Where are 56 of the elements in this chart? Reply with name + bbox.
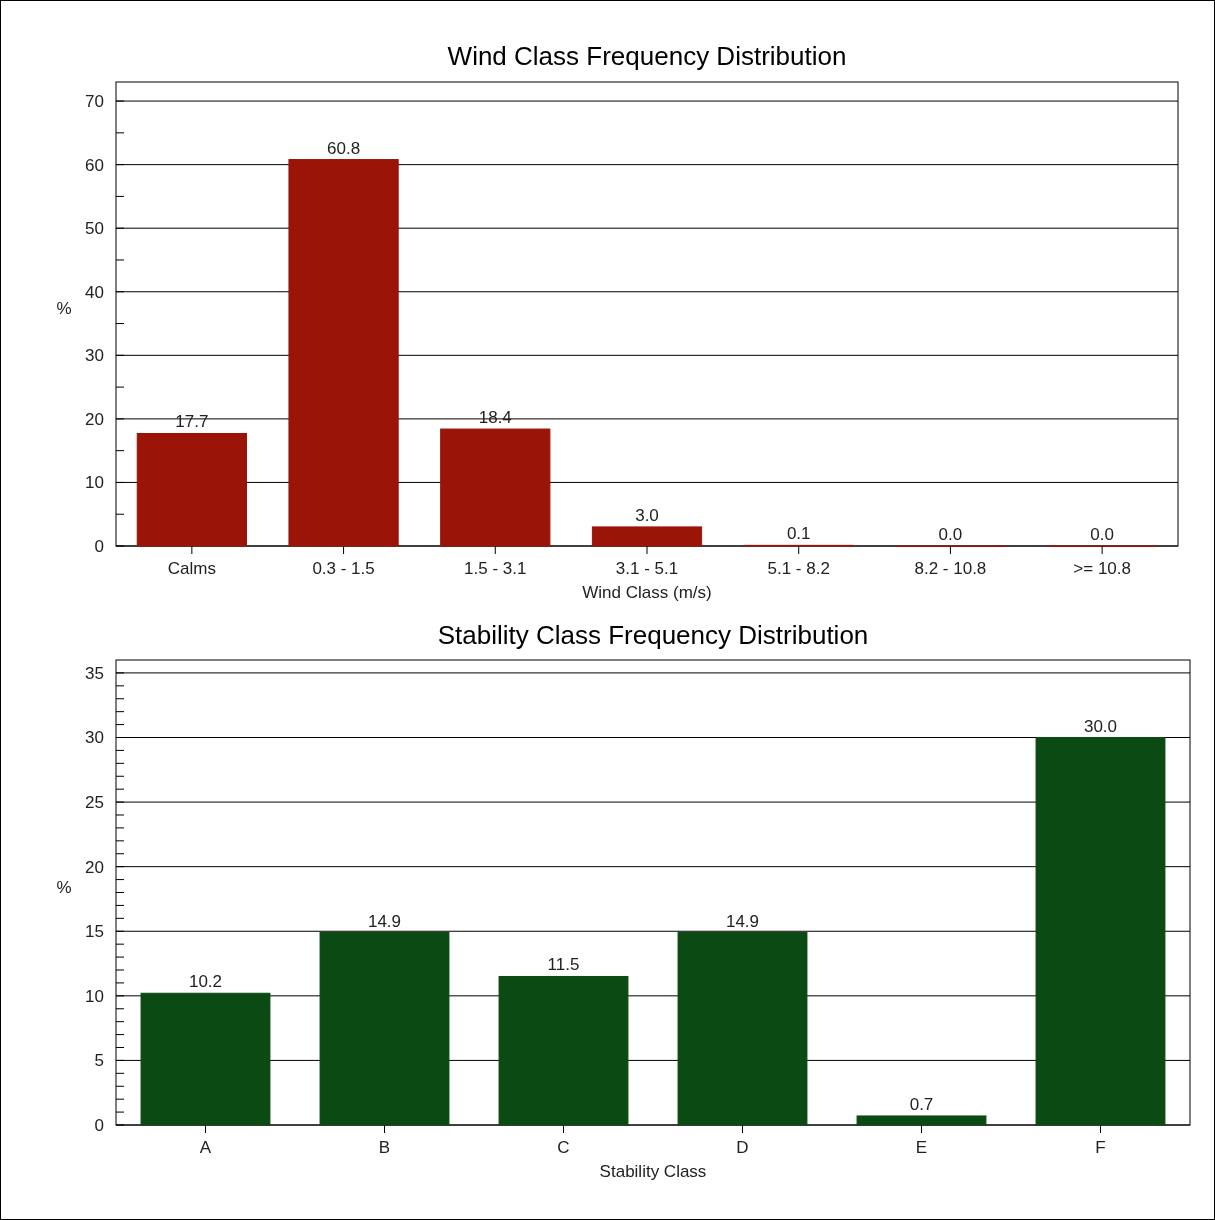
- bar: [498, 975, 629, 1126]
- x-tick-label: D: [736, 1138, 749, 1157]
- chart-title: Wind Class Frequency Distribution: [447, 41, 847, 71]
- y-axis-title: %: [56, 299, 72, 318]
- y-tick-label: 70: [85, 92, 104, 112]
- bar: [440, 428, 551, 547]
- x-axis-title: Stability Class: [599, 1162, 707, 1181]
- x-tick-label: 3.1 - 5.1: [615, 559, 679, 578]
- data-label: 10.2: [188, 972, 223, 992]
- data-label: 30.0: [1083, 716, 1118, 736]
- x-tick-label: 0.3 - 1.5: [312, 559, 375, 578]
- x-tick-label: A: [199, 1138, 212, 1157]
- bar: [136, 433, 247, 547]
- bar: [288, 159, 399, 547]
- bar: [1035, 737, 1166, 1126]
- y-tick-label: 30: [85, 728, 104, 748]
- bar: [140, 992, 271, 1126]
- y-tick-label: 60: [85, 155, 104, 175]
- x-axis-title: Wind Class (m/s): [582, 583, 712, 602]
- y-tick-label: 40: [85, 282, 104, 302]
- y-tick-label: 10: [85, 986, 104, 1006]
- y-tick-label: 0: [94, 536, 104, 556]
- chart-title: Stability Class Frequency Distribution: [437, 620, 869, 650]
- data-label: 14.9: [367, 911, 402, 931]
- data-label: 60.8: [327, 138, 361, 158]
- data-label: 11.5: [547, 955, 580, 975]
- x-tick-label: 1.5 - 3.1: [464, 559, 527, 578]
- data-label: 0.0: [1090, 525, 1114, 544]
- bar: [319, 932, 450, 1126]
- x-tick-label: B: [378, 1138, 391, 1157]
- y-tick-label: 20: [85, 409, 104, 429]
- x-tick-label: C: [557, 1138, 570, 1157]
- bar: [677, 932, 808, 1126]
- y-tick-label: 0: [94, 1115, 104, 1135]
- x-tick-label: 8.2 - 10.8: [914, 559, 987, 578]
- x-tick-label: F: [1095, 1138, 1106, 1157]
- y-tick-label: 50: [85, 219, 104, 239]
- y-tick-label: 15: [85, 922, 104, 942]
- x-tick-label: Calms: [167, 559, 216, 578]
- bar: [591, 526, 703, 547]
- y-tick-label: 30: [85, 346, 104, 366]
- data-label: 0.0: [938, 525, 963, 544]
- x-tick-label: 5.1 - 8.2: [767, 559, 830, 578]
- y-axis-title: %: [56, 877, 72, 897]
- data-label: 0.1: [786, 524, 811, 544]
- y-tick-label: 5: [94, 1051, 104, 1071]
- data-label: 0.7: [909, 1094, 934, 1114]
- x-tick-label: >= 10.8: [1073, 559, 1131, 578]
- y-tick-label: 10: [85, 473, 104, 493]
- y-tick-label: 35: [85, 663, 104, 683]
- bar: [856, 1115, 987, 1126]
- y-tick-label: 25: [85, 793, 104, 813]
- x-tick-label: E: [915, 1138, 928, 1157]
- data-label: 14.9: [725, 911, 760, 931]
- data-label: 3.0: [635, 505, 659, 525]
- y-tick-label: 20: [85, 857, 104, 877]
